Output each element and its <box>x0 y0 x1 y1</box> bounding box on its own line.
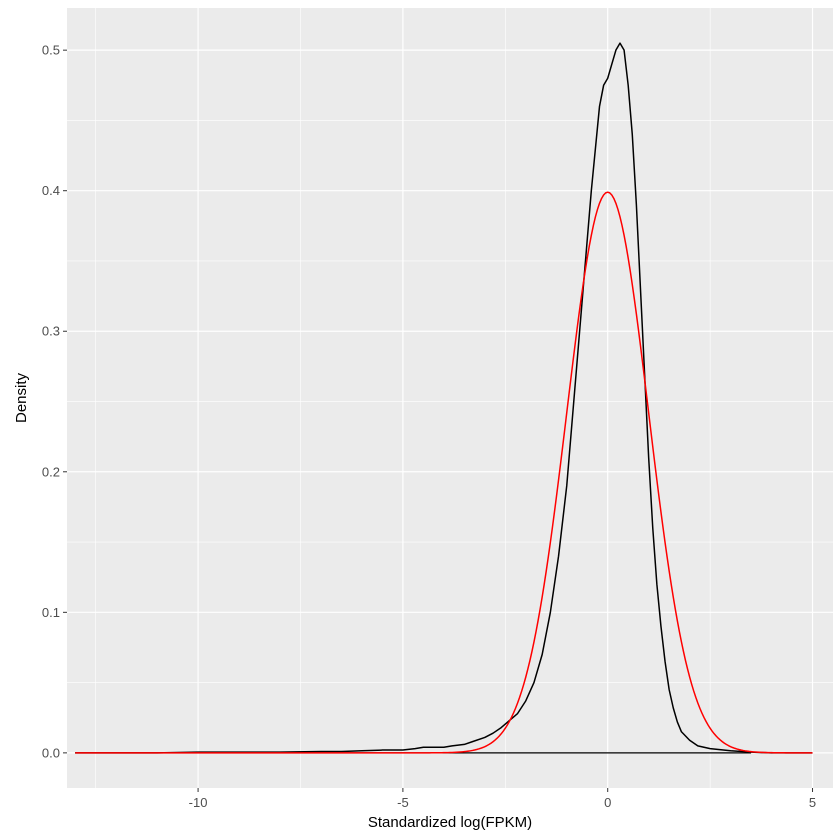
normal-density-line <box>75 191 813 754</box>
minor-grid-lines <box>67 8 833 788</box>
x-tick-label: 5 <box>809 795 816 810</box>
y-tick-label: 0.0 <box>42 745 60 760</box>
plot-panel <box>67 8 833 788</box>
y-tick-label: 0.3 <box>42 324 60 339</box>
y-tick-label: 0.4 <box>42 183 60 198</box>
empirical-density-line <box>75 42 813 754</box>
tick-labels: -10 -5 0 5 0.0 0.1 0.2 0.3 0.4 0.5 <box>42 43 816 810</box>
y-tick-label: 0.1 <box>42 605 60 620</box>
y-tick-label: 0.5 <box>42 43 60 58</box>
series-layer <box>75 42 813 754</box>
y-tick-label: 0.2 <box>42 464 60 479</box>
tick-marks <box>63 49 814 792</box>
x-tick-label: -10 <box>189 795 208 810</box>
x-tick-label: -5 <box>397 795 409 810</box>
x-axis-title: Standardized log(FPKM) <box>368 814 532 831</box>
y-axis-title: Density <box>13 372 30 423</box>
x-tick-label: 0 <box>604 795 611 810</box>
